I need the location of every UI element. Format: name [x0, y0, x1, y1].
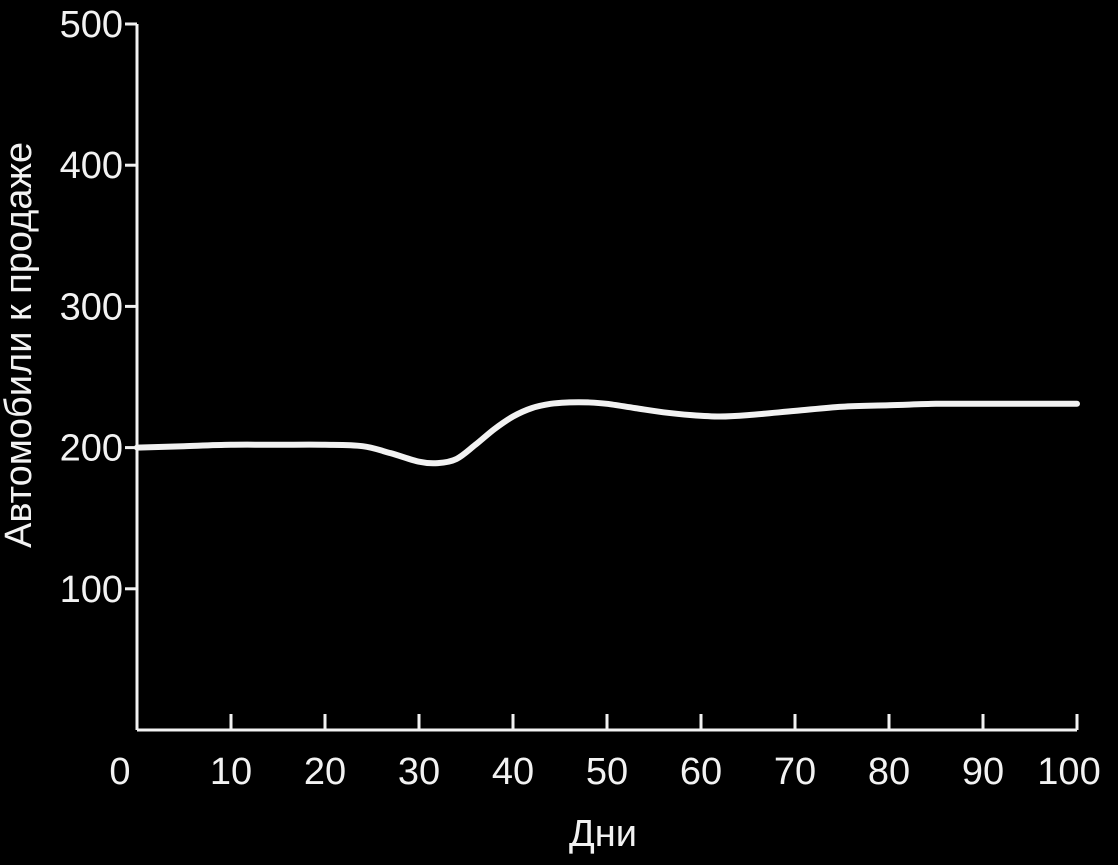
x-axis: 0 10 20 30 40 50 60 70 80 90 100 — [109, 714, 1101, 793]
x-tick-label: 100 — [1037, 751, 1100, 793]
y-tick-label: 500 — [60, 4, 123, 46]
x-tick-label: 90 — [962, 751, 1004, 793]
y-tick-label: 100 — [60, 569, 123, 611]
x-tick-label: 10 — [210, 751, 252, 793]
x-tick-label: 50 — [586, 751, 628, 793]
x-tick-label: 30 — [398, 751, 440, 793]
y-tick-label: 200 — [60, 428, 123, 470]
x-tick-label: 60 — [680, 751, 722, 793]
series-layer — [134, 399, 1080, 467]
x-tick-label: 70 — [774, 751, 816, 793]
x-tick-label: 0 — [109, 751, 130, 793]
x-axis-title: Дни — [569, 813, 637, 855]
x-tick-label: 40 — [492, 751, 534, 793]
series-line-0 — [134, 399, 1080, 467]
y-tick-label: 400 — [60, 145, 123, 187]
x-tick-label: 20 — [304, 751, 346, 793]
y-axis-title: Автомобили к продаже — [0, 142, 40, 548]
x-tick-label: 80 — [868, 751, 910, 793]
y-tick-label: 300 — [60, 286, 123, 328]
y-axis: 100 200 300 400 500 — [60, 4, 139, 730]
